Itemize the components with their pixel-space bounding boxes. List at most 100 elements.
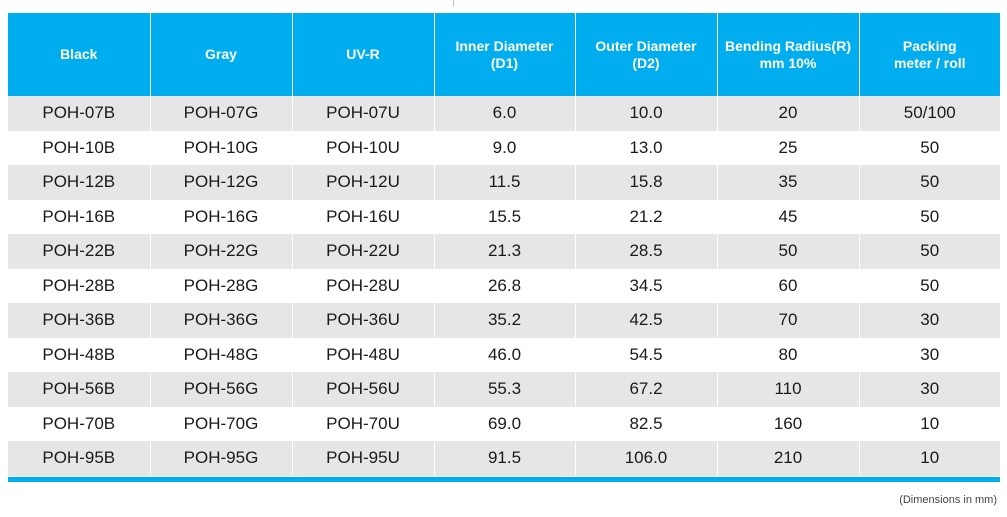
cell-uv-r: POH-12U — [292, 165, 435, 200]
cell-uv-r: POH-16U — [292, 199, 435, 234]
cell-outer-diameter: 15.8 — [575, 165, 718, 200]
cell-uv-r: POH-28U — [292, 268, 435, 303]
cell-bending-radius: 80 — [717, 337, 860, 372]
cell-packing: 50 — [859, 234, 1000, 269]
cell-uv-r: POH-07U — [292, 96, 435, 131]
header-text: mm 10% — [759, 54, 817, 71]
cell-bending-radius: 160 — [717, 406, 860, 441]
cell-gray: POH-12G — [150, 165, 293, 200]
cell-inner-diameter: 15.5 — [434, 199, 576, 234]
cell-bending-radius: 210 — [717, 441, 860, 476]
cell-uv-r: POH-36U — [292, 303, 435, 338]
cell-black: POH-22B — [8, 234, 151, 269]
header-text: Outer Diameter — [595, 37, 697, 54]
header-text: Gray — [205, 46, 237, 62]
header-bending-radius: Bending Radius(R) mm 10% — [717, 13, 860, 96]
cell-bending-radius: 25 — [717, 130, 860, 165]
cell-outer-diameter: 67.2 — [575, 372, 718, 407]
table-row: POH-16B POH-16G POH-16U 15.5 21.2 45 50 — [8, 199, 1000, 234]
cell-bending-radius: 70 — [717, 303, 860, 338]
header-packing: Packing meter / roll — [859, 13, 1000, 96]
cell-packing: 50 — [859, 165, 1000, 200]
table-row: POH-28B POH-28G POH-28U 26.8 34.5 60 50 — [8, 268, 1000, 303]
cell-outer-diameter: 28.5 — [575, 234, 718, 269]
header-text: (D2) — [632, 54, 660, 71]
cell-bending-radius: 35 — [717, 165, 860, 200]
table-row: POH-22B POH-22G POH-22U 21.3 28.5 50 50 — [8, 234, 1000, 269]
cell-outer-diameter: 106.0 — [575, 441, 718, 476]
cell-uv-r: POH-22U — [292, 234, 435, 269]
table-row: POH-48B POH-48G POH-48U 46.0 54.5 80 30 — [8, 337, 1000, 372]
cell-packing: 50 — [859, 268, 1000, 303]
cell-black: POH-36B — [8, 303, 151, 338]
cell-packing: 10 — [859, 441, 1000, 476]
cell-inner-diameter: 6.0 — [434, 96, 576, 131]
cell-packing: 30 — [859, 337, 1000, 372]
table-row: POH-36B POH-36G POH-36U 35.2 42.5 70 30 — [8, 303, 1000, 338]
table-row: POH-10B POH-10G POH-10U 9.0 13.0 25 50 — [8, 130, 1000, 165]
header-black: Black — [8, 13, 151, 96]
header-text: (D1) — [490, 54, 519, 71]
cell-inner-diameter: 21.3 — [434, 234, 576, 269]
header-text: UV-R — [346, 46, 380, 62]
header-text: meter / roll — [893, 54, 966, 71]
cell-bending-radius: 20 — [717, 96, 860, 131]
cell-black: POH-28B — [8, 268, 151, 303]
header-text: Packing — [902, 37, 957, 54]
cell-outer-diameter: 54.5 — [575, 337, 718, 372]
cell-gray: POH-07G — [150, 96, 293, 131]
product-spec-table: Black Gray UV-R Inner Diameter (D1) Outer Dia… — [8, 13, 1000, 476]
cell-packing: 10 — [859, 406, 1000, 441]
cell-outer-diameter: 82.5 — [575, 406, 718, 441]
cell-outer-diameter: 13.0 — [575, 130, 718, 165]
cell-black: POH-10B — [8, 130, 151, 165]
cell-packing: 50 — [859, 199, 1000, 234]
cell-inner-diameter: 11.5 — [434, 165, 576, 200]
cell-uv-r: POH-56U — [292, 372, 435, 407]
cell-gray: POH-16G — [150, 199, 293, 234]
table-row: POH-07B POH-07G POH-07U 6.0 10.0 20 50/100 — [8, 96, 1000, 131]
cell-outer-diameter: 10.0 — [575, 96, 718, 131]
cell-black: POH-95B — [8, 441, 151, 476]
cell-black: POH-07B — [8, 96, 151, 131]
header-outer-diameter: Outer Diameter (D2) — [575, 13, 718, 96]
cell-bending-radius: 60 — [717, 268, 860, 303]
cell-bending-radius: 110 — [717, 372, 860, 407]
cell-black: POH-16B — [8, 199, 151, 234]
cell-uv-r: POH-95U — [292, 441, 435, 476]
dimensions-footnote: (Dimensions in mm) — [899, 494, 997, 506]
cell-gray: POH-48G — [150, 337, 293, 372]
cell-inner-diameter: 91.5 — [434, 441, 576, 476]
cell-gray: POH-95G — [150, 441, 293, 476]
cell-inner-diameter: 55.3 — [434, 372, 576, 407]
header-gray: Gray — [150, 13, 293, 96]
top-tick-mark — [453, 0, 454, 6]
cell-inner-diameter: 46.0 — [434, 337, 576, 372]
cell-uv-r: POH-70U — [292, 406, 435, 441]
cell-gray: POH-56G — [150, 372, 293, 407]
cell-bending-radius: 50 — [717, 234, 860, 269]
cell-black: POH-12B — [8, 165, 151, 200]
cell-outer-diameter: 34.5 — [575, 268, 718, 303]
cell-uv-r: POH-48U — [292, 337, 435, 372]
table-body: POH-07B POH-07G POH-07U 6.0 10.0 20 50/100 POH-… — [8, 96, 1000, 476]
cell-gray: POH-22G — [150, 234, 293, 269]
cell-uv-r: POH-10U — [292, 130, 435, 165]
header-uv-r: UV-R — [292, 13, 435, 96]
cell-black: POH-56B — [8, 372, 151, 407]
cell-black: POH-70B — [8, 406, 151, 441]
cell-outer-diameter: 42.5 — [575, 303, 718, 338]
table-bottom-bar — [8, 477, 1000, 482]
cell-packing: 30 — [859, 303, 1000, 338]
header-text: Bending Radius(R) — [725, 37, 851, 54]
cell-gray: POH-28G — [150, 268, 293, 303]
table-row: POH-95B POH-95G POH-95U 91.5 106.0 210 10 — [8, 441, 1000, 476]
cell-inner-diameter: 9.0 — [434, 130, 576, 165]
cell-inner-diameter: 35.2 — [434, 303, 576, 338]
cell-inner-diameter: 69.0 — [434, 406, 576, 441]
cell-gray: POH-70G — [150, 406, 293, 441]
table-row: POH-70B POH-70G POH-70U 69.0 82.5 160 10 — [8, 406, 1000, 441]
cell-gray: POH-10G — [150, 130, 293, 165]
cell-gray: POH-36G — [150, 303, 293, 338]
cell-outer-diameter: 21.2 — [575, 199, 718, 234]
